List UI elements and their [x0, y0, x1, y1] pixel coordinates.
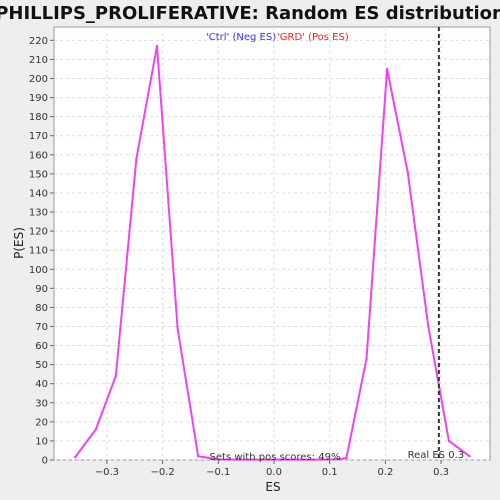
y-tick-label: 220 — [29, 36, 48, 47]
y-tick-label: 100 — [29, 265, 48, 276]
y-tick-label: 150 — [29, 169, 48, 180]
data-point — [345, 456, 348, 460]
data-point — [114, 374, 118, 378]
y-tick-label: 90 — [35, 284, 48, 295]
x-tick-label: −0.3 — [95, 467, 119, 478]
y-tick-label: 40 — [35, 379, 48, 390]
y-tick-label: 200 — [29, 74, 48, 85]
y-tick-label: 160 — [29, 150, 48, 161]
grid-lines — [54, 27, 490, 461]
x-tick-label: 0.1 — [322, 467, 338, 478]
y-tick-label: 120 — [29, 227, 48, 238]
y-tick-label: 190 — [29, 93, 48, 104]
y-tick-label: 180 — [29, 112, 48, 123]
legend-entry-grd: 'GRD' (Pos ES) — [277, 32, 349, 43]
data-point — [278, 458, 282, 461]
data-point — [427, 325, 430, 328]
data-point — [299, 458, 302, 461]
data-point — [237, 458, 241, 461]
series-layer — [73, 44, 471, 461]
y-tick-label: 70 — [35, 322, 48, 333]
y-tick-label: 130 — [29, 208, 48, 219]
y-tick-label: 20 — [35, 417, 48, 428]
data-point — [319, 458, 322, 461]
y-tick-label: 50 — [35, 360, 48, 371]
reference-line-layer: Real ES 0.3 — [408, 27, 464, 461]
plot-area — [53, 26, 491, 461]
x-tick-label: −0.1 — [206, 467, 230, 478]
y-tick-label: 10 — [35, 436, 48, 447]
y-tick-label: 60 — [35, 341, 48, 352]
data-point — [385, 67, 389, 71]
data-point — [197, 454, 200, 458]
x-tick-label: −0.2 — [150, 467, 174, 478]
data-point — [258, 458, 261, 461]
data-point — [176, 327, 179, 330]
chart-title: PHILLIPS_PROLIFERATIVE: Random ES distri… — [0, 3, 500, 24]
y-tick-label: 30 — [35, 398, 48, 409]
real-es-label: Real ES 0.3 — [408, 450, 464, 461]
data-point — [155, 44, 159, 48]
y-tick-label: 140 — [29, 188, 48, 199]
y-tick-label: 80 — [35, 303, 48, 314]
data-point — [217, 458, 220, 461]
x-tick-label: 0.2 — [377, 467, 393, 478]
data-point — [94, 428, 97, 431]
legend-entry-ctrl: 'Ctrl' (Neg ES) — [206, 32, 276, 43]
legend: 'Ctrl' (Neg ES) 'GRD' (Pos ES) — [206, 32, 349, 43]
y-tick-label: 110 — [29, 246, 48, 257]
data-point — [406, 170, 409, 174]
data-point — [335, 458, 339, 461]
x-axis-title: ES — [265, 480, 280, 494]
x-tick-label: 0.3 — [433, 467, 449, 478]
data-point — [365, 357, 368, 361]
y-axis-title: P(ES) — [12, 227, 26, 259]
y-tick-label: 0 — [42, 456, 48, 467]
y-tick-label: 210 — [29, 55, 48, 66]
x-tick-label: 0.0 — [266, 467, 282, 478]
data-point — [468, 454, 471, 458]
data-point — [73, 455, 77, 459]
y-tick-label: 170 — [29, 131, 48, 142]
axes: 0 10 20 30 40 50 60 70 80 90 100 110 120 130 140 150 160… — [29, 36, 449, 478]
data-point — [447, 439, 451, 443]
pos-scores-annotation: Sets with pos scores: 49% — [210, 452, 341, 463]
data-point — [135, 157, 138, 160]
